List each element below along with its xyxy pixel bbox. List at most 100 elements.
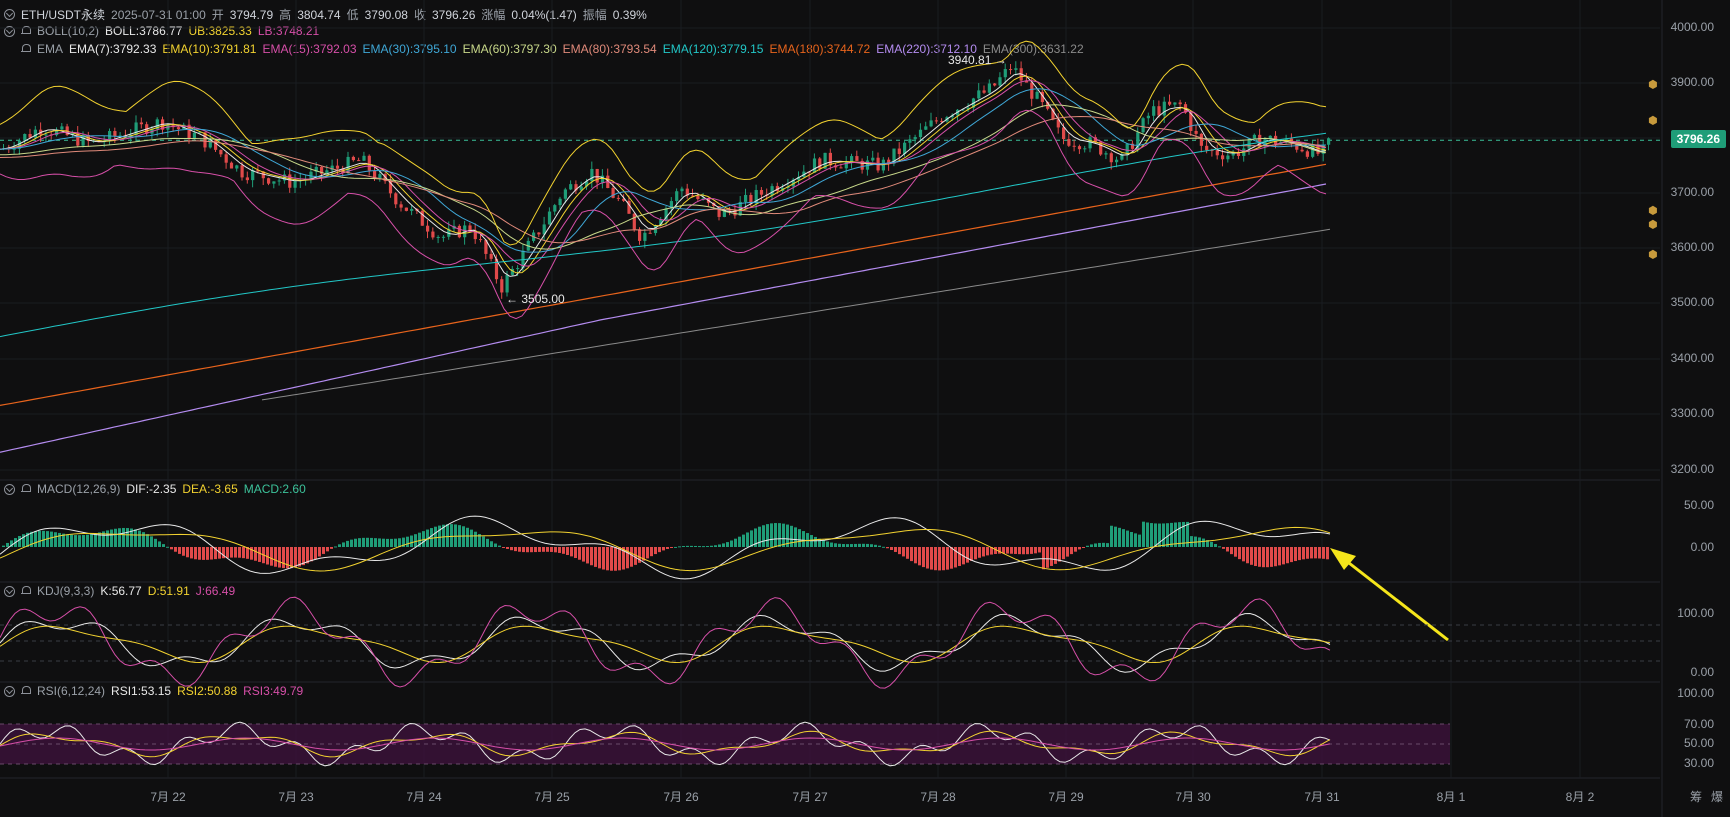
collapse-icon[interactable]	[4, 585, 15, 597]
macd-bar	[290, 547, 293, 569]
macd-bar	[418, 532, 421, 547]
candle-body	[288, 174, 292, 188]
macd-bar	[958, 547, 961, 566]
macd-bar	[646, 547, 649, 559]
date-label: 7月 30	[1175, 790, 1211, 804]
rsi-axis-100: 100.00	[1677, 686, 1714, 700]
macd-bar	[602, 547, 605, 570]
macd-bar	[342, 542, 345, 547]
macd-bar	[146, 534, 149, 547]
macd-bar	[878, 545, 881, 547]
macd-name[interactable]: MACD(12,26,9)	[37, 482, 121, 496]
macd-bar	[250, 547, 253, 560]
rsi1-line	[0, 721, 1331, 767]
macd-bar	[198, 547, 201, 560]
macd-bar	[1130, 532, 1133, 547]
candle-body	[998, 77, 1002, 86]
rsi-name[interactable]: RSI(6,12,24)	[37, 684, 106, 698]
collapse-icon[interactable]	[4, 25, 15, 37]
macd-bar	[178, 547, 181, 554]
macd-bar	[1302, 547, 1305, 560]
macd-bar	[1230, 547, 1233, 555]
candle-body	[1093, 137, 1097, 142]
candle-body	[563, 189, 567, 199]
kdj-d-line	[0, 625, 1331, 664]
alert-bell-icon[interactable]	[21, 686, 31, 696]
candle-body	[1014, 68, 1018, 70]
macd-bar	[610, 547, 613, 571]
candle-body	[1199, 133, 1203, 146]
ema-item: EMA(220):3712.10	[876, 42, 977, 56]
rsi-2: RSI2:50.88	[177, 684, 238, 698]
macd-bar	[934, 547, 937, 571]
macd-bar	[186, 547, 189, 558]
macd-bar	[1074, 547, 1077, 552]
macd-bar	[694, 545, 697, 547]
candle-body	[351, 156, 355, 161]
macd-bar	[942, 547, 945, 571]
macd-bar	[850, 544, 853, 547]
chips-button[interactable]: 筹	[1690, 790, 1703, 804]
amplitude-label: 振幅	[582, 8, 607, 22]
macd-bar	[1246, 547, 1249, 564]
macd-bar	[1158, 523, 1161, 547]
macd-bar	[1090, 544, 1093, 547]
kdj-k-line	[0, 612, 1331, 673]
ema-item: EMA(120):3779.15	[662, 42, 764, 56]
ema-legend: EMA EMA(7):3792.33 EMA(10):3791.81 EMA(15)…	[4, 42, 1084, 56]
rsi-axis-50: 50.00	[1683, 736, 1714, 750]
macd-bar	[846, 544, 849, 547]
macd-bar	[614, 547, 617, 571]
change-value: 0.04%(1.47)	[511, 7, 577, 22]
macd-bar	[210, 547, 213, 560]
macd-bar	[1126, 530, 1129, 547]
boll-upper	[0, 40, 1327, 246]
macd-bar	[1206, 540, 1209, 547]
candle-body	[261, 171, 265, 179]
candle-body	[245, 177, 249, 181]
macd-bar	[374, 538, 377, 547]
macd-bar	[170, 547, 173, 550]
ticker-header: ETH/USDT永续 2025-07-31 01:00 开 3794.79 高 …	[4, 6, 647, 23]
candle-body	[648, 232, 652, 234]
macd-bar	[538, 547, 541, 552]
price-axis-label: 3400.00	[1670, 351, 1714, 365]
rsi-1: RSI1:53.15	[111, 684, 172, 698]
macd-bar	[1094, 543, 1097, 547]
macd-bar	[766, 524, 769, 547]
macd-bar	[1306, 547, 1309, 559]
ema-name[interactable]: EMA	[37, 42, 64, 56]
macd-bar	[954, 547, 957, 568]
liquidation-button[interactable]: 爆	[1711, 790, 1724, 804]
macd-bar	[510, 547, 513, 551]
collapse-icon[interactable]	[4, 483, 15, 495]
candle-body	[118, 135, 122, 137]
candle-body	[505, 274, 509, 293]
alert-bell-icon[interactable]	[21, 484, 31, 494]
alert-bell-icon[interactable]	[21, 44, 31, 54]
collapse-icon[interactable]	[4, 9, 15, 20]
candle-body	[420, 210, 424, 226]
collapse-icon[interactable]	[4, 685, 15, 697]
macd-bar	[1050, 547, 1053, 566]
macd-bar	[470, 529, 473, 547]
alert-bell-icon[interactable]	[21, 586, 31, 596]
macd-bar	[98, 532, 101, 547]
macd-bar	[894, 547, 897, 552]
kdj-name[interactable]: KDJ(9,3,3)	[37, 584, 95, 598]
macd-bar	[630, 547, 633, 567]
macd-bar	[970, 547, 973, 561]
symbol[interactable]: ETH/USDT永续	[21, 8, 106, 22]
candle-body	[558, 198, 562, 206]
macd-bar	[982, 547, 985, 557]
alert-bell-icon[interactable]	[21, 26, 31, 36]
candle-body	[1141, 118, 1145, 133]
candle-body	[1051, 108, 1055, 120]
macd-bar	[1150, 523, 1153, 547]
candle-body	[913, 137, 917, 140]
date-label: 7月 22	[150, 790, 186, 804]
macd-bar	[922, 547, 925, 568]
candle-body	[569, 184, 573, 190]
macd-bar	[1006, 547, 1009, 554]
